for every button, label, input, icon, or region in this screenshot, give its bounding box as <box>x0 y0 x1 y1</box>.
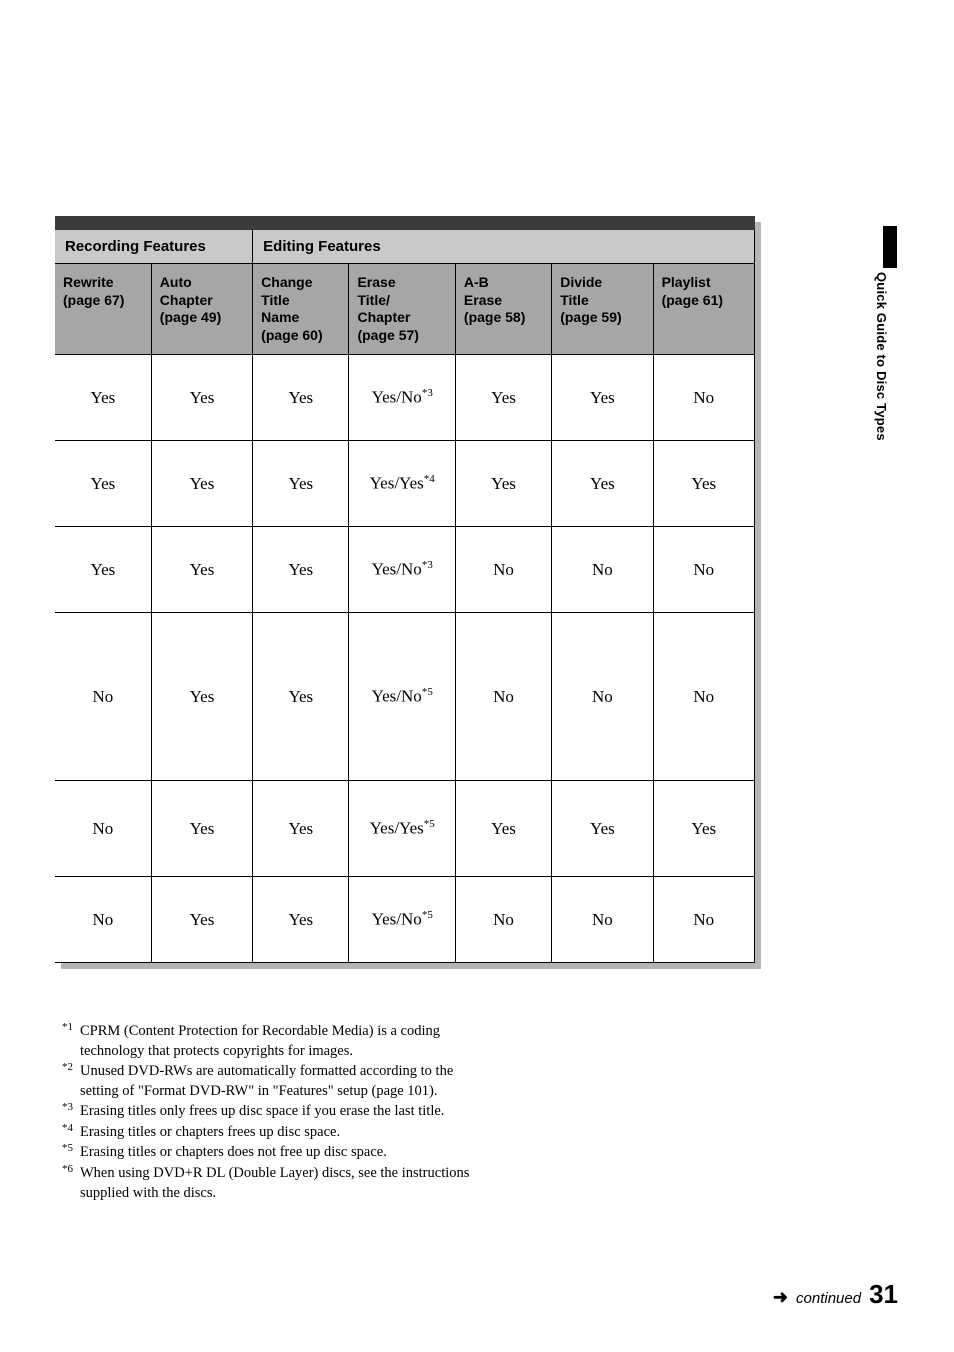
table-row: NoYesYesYes/Yes*5YesYesYes <box>55 781 755 877</box>
table-cell: No <box>653 527 754 613</box>
features-table: Recording Features Editing Features Rewr… <box>55 230 755 963</box>
table-cell: Yes <box>253 355 349 441</box>
footnote: *3Erasing titles only frees up disc spac… <box>62 1102 472 1122</box>
table-cell: Yes <box>455 441 551 527</box>
side-tab-bar <box>883 226 897 268</box>
table-cell: Yes/No*5 <box>349 613 455 781</box>
footnote: *6When using DVD+R DL (Double Layer) dis… <box>62 1164 472 1203</box>
table-cell: Yes <box>55 527 151 613</box>
footnote: *2Unused DVD-RWs are automatically forma… <box>62 1062 472 1101</box>
table-cell: No <box>653 877 754 963</box>
features-table-wrap: Recording Features Editing Features Rewr… <box>55 216 755 963</box>
table-cell: No <box>55 877 151 963</box>
table-cell: No <box>653 613 754 781</box>
col-divide-title: DivideTitle(page 59) <box>552 264 653 355</box>
footnotes: *1CPRM (Content Protection for Recordabl… <box>62 1022 472 1204</box>
table-cell: Yes <box>55 355 151 441</box>
table-cell: Yes <box>552 355 653 441</box>
table-cell: Yes <box>151 781 252 877</box>
group-header-recording: Recording Features <box>55 230 253 264</box>
table-body: YesYesYesYes/No*3YesYesNoYesYesYesYes/Ye… <box>55 355 755 963</box>
table-cell: Yes <box>253 613 349 781</box>
table-cell: No <box>552 613 653 781</box>
table-cell: Yes <box>253 877 349 963</box>
continued-label: continued <box>796 1290 861 1307</box>
table-cell: Yes <box>653 781 754 877</box>
table-cell: Yes <box>653 441 754 527</box>
col-ab-erase: A-BErase(page 58) <box>455 264 551 355</box>
table-cell: Yes <box>151 441 252 527</box>
table-cell: Yes <box>455 781 551 877</box>
group-header-row: Recording Features Editing Features <box>55 230 755 264</box>
table-cell: No <box>552 527 653 613</box>
table-cell: Yes <box>552 441 653 527</box>
table-cell: Yes <box>151 613 252 781</box>
col-erase-title-chapter: EraseTitle/Chapter(page 57) <box>349 264 455 355</box>
table-cell: Yes/No*5 <box>349 877 455 963</box>
table-row: YesYesYesYes/No*3YesYesNo <box>55 355 755 441</box>
table-cell: No <box>455 877 551 963</box>
group-header-editing: Editing Features <box>253 230 755 264</box>
table-row: YesYesYesYes/Yes*4YesYesYes <box>55 441 755 527</box>
table-cell: Yes <box>151 877 252 963</box>
table-cell: Yes <box>253 781 349 877</box>
column-header-row: Rewrite(page 67) AutoChapter(page 49) Ch… <box>55 264 755 355</box>
table-cell: Yes/Yes*4 <box>349 441 455 527</box>
page-number: 31 <box>869 1279 898 1310</box>
page-footer: ➜ continued 31 <box>773 1279 898 1310</box>
footnote: *5Erasing titles or chapters does not fr… <box>62 1143 472 1163</box>
table-cell: Yes <box>253 527 349 613</box>
table-cell: No <box>552 877 653 963</box>
table-cell: Yes <box>151 355 252 441</box>
side-tab: Quick Guide to Disc Types <box>874 226 906 466</box>
table-cell: No <box>455 527 551 613</box>
table-cell: No <box>55 613 151 781</box>
col-auto-chapter: AutoChapter(page 49) <box>151 264 252 355</box>
table-cell: Yes <box>55 441 151 527</box>
table-cell: Yes/Yes*5 <box>349 781 455 877</box>
table-row: YesYesYesYes/No*3NoNoNo <box>55 527 755 613</box>
table-cell: No <box>653 355 754 441</box>
table-cell: Yes <box>455 355 551 441</box>
col-change-title-name: ChangeTitleName(page 60) <box>253 264 349 355</box>
continued-arrow-icon: ➜ <box>773 1287 788 1308</box>
side-tab-label: Quick Guide to Disc Types <box>874 272 889 441</box>
table-row: NoYesYesYes/No*5NoNoNo <box>55 877 755 963</box>
table-cell: Yes <box>253 441 349 527</box>
col-playlist: Playlist(page 61) <box>653 264 754 355</box>
table-cell: Yes/No*3 <box>349 527 455 613</box>
table-cell: No <box>455 613 551 781</box>
table-cell: No <box>55 781 151 877</box>
table-cell: Yes <box>151 527 252 613</box>
col-rewrite: Rewrite(page 67) <box>55 264 151 355</box>
table-cell: Yes <box>552 781 653 877</box>
table-row: NoYesYesYes/No*5NoNoNo <box>55 613 755 781</box>
footnote: *1CPRM (Content Protection for Recordabl… <box>62 1022 472 1061</box>
table-cell: Yes/No*3 <box>349 355 455 441</box>
footnote: *4Erasing titles or chapters frees up di… <box>62 1123 472 1143</box>
